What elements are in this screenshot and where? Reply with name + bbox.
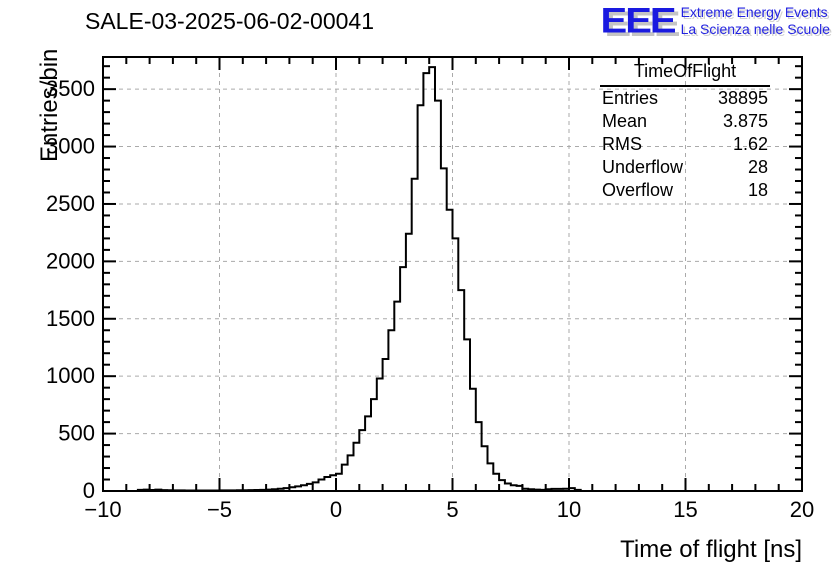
svg-text:5: 5 bbox=[446, 497, 458, 522]
stats-label: Entries bbox=[602, 88, 659, 108]
stats-box: TimeOfFlight Entries 38895 Mean 3.875 RM… bbox=[600, 61, 770, 202]
svg-text:500: 500 bbox=[58, 421, 95, 446]
svg-text:15: 15 bbox=[673, 497, 697, 522]
histogram-line bbox=[103, 66, 802, 492]
stats-box-title: TimeOfFlight bbox=[600, 61, 770, 87]
stats-value: 38895 bbox=[717, 88, 768, 108]
plot-title: SALE-03-2025-06-02-00041 bbox=[85, 8, 374, 34]
stats-label: RMS bbox=[602, 134, 642, 154]
svg-text:0: 0 bbox=[330, 497, 342, 522]
svg-text:10: 10 bbox=[557, 497, 581, 522]
x-axis-title: Time of flight [ns] bbox=[620, 536, 802, 563]
stats-row-entries: Entries 38895 bbox=[600, 87, 770, 110]
axis-tick-labels: −10 −5 0 5 10 15 20 0 500 1000 1500 2000 2500 3000 350… bbox=[46, 76, 814, 522]
svg-text:3500: 3500 bbox=[46, 76, 95, 101]
stats-row-underflow: Underflow 28 bbox=[600, 156, 770, 179]
svg-text:−5: −5 bbox=[207, 497, 232, 522]
stats-value: 18 bbox=[747, 180, 768, 200]
stats-label: Mean bbox=[602, 111, 648, 131]
gridlines bbox=[103, 57, 802, 491]
svg-text:1000: 1000 bbox=[46, 363, 95, 388]
y-axis-title: Entries/bin bbox=[36, 48, 63, 162]
eee-logo-acronym: EEE bbox=[600, 1, 677, 41]
svg-text:20: 20 bbox=[790, 497, 814, 522]
eee-logo-text: Extreme Energy Events La Scienza nelle S… bbox=[681, 4, 830, 38]
stats-label: Overflow bbox=[602, 180, 674, 200]
stats-row-rms: RMS 1.62 bbox=[600, 133, 770, 156]
stats-row-overflow: Overflow 18 bbox=[600, 179, 770, 202]
svg-text:2500: 2500 bbox=[46, 191, 95, 216]
eee-logo-line1: Extreme Energy Events bbox=[680, 4, 828, 20]
stats-value: 28 bbox=[747, 157, 768, 177]
stats-label: Underflow bbox=[602, 157, 684, 177]
stats-value: 3.875 bbox=[722, 111, 768, 131]
eee-logo-line2: La Scienza nelle Scuole bbox=[680, 21, 830, 37]
svg-text:2000: 2000 bbox=[46, 248, 95, 273]
stats-row-mean: Mean 3.875 bbox=[600, 110, 770, 133]
svg-text:1500: 1500 bbox=[46, 306, 95, 331]
eee-logo: EEE Extreme Energy Events La Scienza nel… bbox=[600, 1, 830, 41]
svg-text:3000: 3000 bbox=[46, 134, 95, 159]
svg-text:0: 0 bbox=[83, 478, 95, 503]
stats-value: 1.62 bbox=[732, 134, 768, 154]
svg-text:−10: −10 bbox=[84, 497, 121, 522]
